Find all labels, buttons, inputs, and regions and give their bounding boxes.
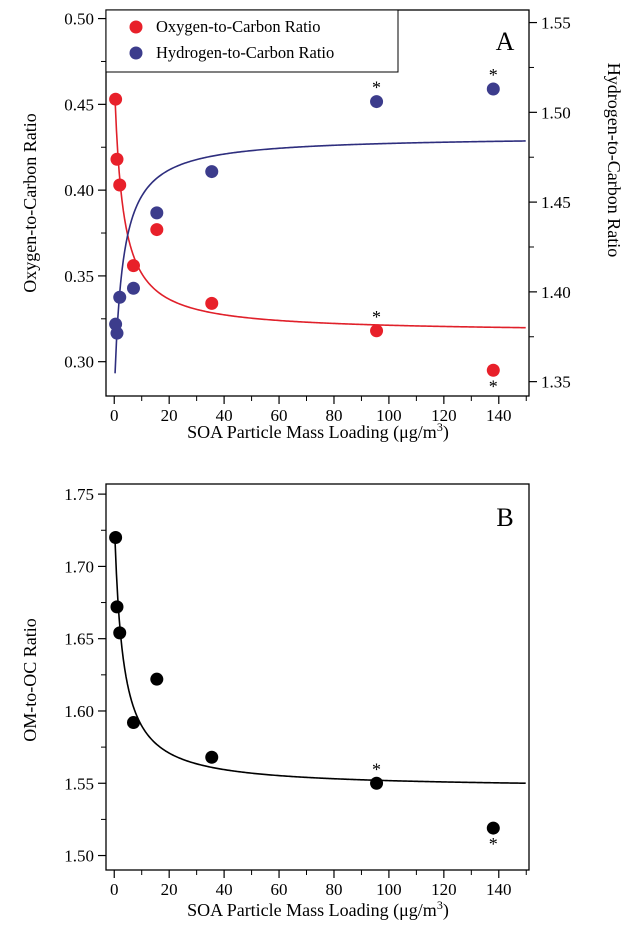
panel-a-y2-axis-title: Hydrogen-to-Carbon Ratio xyxy=(604,63,624,257)
om-oc-data-point xyxy=(126,716,140,730)
x-tick-label: 140 xyxy=(486,406,512,425)
y-tick-label: 0.30 xyxy=(64,353,94,372)
hydrogen-data-point xyxy=(205,165,219,179)
x-tick-label: 120 xyxy=(431,880,457,899)
y-tick-label: 0.45 xyxy=(64,95,94,114)
x-tick-label: 0 xyxy=(110,880,119,899)
y-tick-label: 1.50 xyxy=(64,847,94,866)
significance-marker: * xyxy=(489,65,498,85)
om-oc-data-point xyxy=(150,672,164,686)
hydrogen-data-point xyxy=(370,95,384,109)
significance-marker: * xyxy=(372,759,381,779)
x-tick-label: 60 xyxy=(271,880,288,899)
hydrogen-data-point xyxy=(126,281,140,295)
oxygen-fit-curve xyxy=(114,99,526,329)
y2-tick-label: 1.50 xyxy=(541,103,571,122)
om-oc-data-point xyxy=(486,821,500,835)
y-tick-label: 1.65 xyxy=(64,630,94,649)
x-tick-label: 100 xyxy=(376,880,402,899)
panel-b-points: ** xyxy=(109,530,500,854)
y-tick-label: 1.70 xyxy=(64,557,94,576)
om-oc-data-point xyxy=(370,776,384,790)
x-tick-label: 120 xyxy=(431,406,457,425)
legend-label-hydrogen: Hydrogen-to-Carbon Ratio xyxy=(156,43,334,62)
y-tick-label: 1.60 xyxy=(64,702,94,721)
hydrogen-fit-curve xyxy=(114,140,526,374)
significance-marker: * xyxy=(372,78,381,98)
x-tick-label: 80 xyxy=(325,406,342,425)
y-tick-label: 1.55 xyxy=(64,774,94,793)
x-tick-label: 20 xyxy=(161,406,178,425)
panel-a-label: A xyxy=(496,27,515,56)
panel-b-y-axis-title: OM-to-OC Ratio xyxy=(20,618,40,742)
x-tick-label: 40 xyxy=(216,406,233,425)
panel-b-x-axis-title: SOA Particle Mass Loading (μg/m3) xyxy=(187,898,449,921)
y-tick-label: 0.40 xyxy=(64,181,94,200)
panel-b-frame xyxy=(105,483,530,871)
y2-tick-label: 1.35 xyxy=(541,373,571,392)
panel-a-axes: 0 20 40 60 80 100 120 140 0.30 0.35 0.40 0.45 0.50 1.… xyxy=(64,10,571,425)
hydrogen-data-point xyxy=(113,290,127,304)
y-tick-label: 1.75 xyxy=(64,485,94,504)
panel-b-axes: 0 20 40 60 80 100 120 140 1.50 1.55 1.60 1.65 1.70 1.… xyxy=(64,485,527,899)
panel-a-x-axis-title: SOA Particle Mass Loading (μg/m3) xyxy=(187,420,449,443)
om-oc-data-point xyxy=(113,626,127,640)
oxygen-data-point xyxy=(205,296,219,310)
legend-swatch-oxygen xyxy=(129,20,143,34)
hydrogen-data-point xyxy=(110,326,124,340)
panel-b-label: B xyxy=(496,503,513,532)
oxygen-data-point xyxy=(370,324,384,338)
oxygen-data-point xyxy=(110,152,124,166)
x-tick-label: 100 xyxy=(376,406,402,425)
oxygen-data-point xyxy=(109,92,123,106)
y2-tick-label: 1.55 xyxy=(541,14,571,33)
hydrogen-data-point xyxy=(486,82,500,96)
panel-a-fit-curves xyxy=(114,99,526,374)
x-tick-label: 80 xyxy=(325,880,342,899)
oxygen-data-point xyxy=(150,223,164,237)
om-oc-data-point xyxy=(110,600,124,614)
x-tick-label: 20 xyxy=(161,880,178,899)
y2-tick-label: 1.40 xyxy=(541,283,571,302)
om-oc-data-point xyxy=(109,530,123,544)
om-oc-fit-curve xyxy=(114,541,526,785)
panel-b: 0 20 40 60 80 100 120 140 1.50 1.55 1.60 1.65 1.70 1.… xyxy=(20,483,530,921)
y-tick-label: 0.50 xyxy=(64,10,94,29)
x-tick-label: 60 xyxy=(271,406,288,425)
y2-tick-label: 1.45 xyxy=(541,193,571,212)
oxygen-data-point xyxy=(113,178,127,192)
hydrogen-data-point xyxy=(150,206,164,220)
x-tick-label: 40 xyxy=(216,880,233,899)
y-tick-label: 0.35 xyxy=(64,267,94,286)
panel-a-y-axis-title: Oxygen-to-Carbon Ratio xyxy=(20,113,40,292)
panel-b-fit-curves xyxy=(114,541,526,785)
significance-marker: * xyxy=(489,834,498,854)
oxygen-data-point xyxy=(486,363,500,377)
om-oc-data-point xyxy=(205,750,219,764)
legend-label-oxygen: Oxygen-to-Carbon Ratio xyxy=(156,17,321,36)
oxygen-data-point xyxy=(126,259,140,273)
legend-swatch-hydrogen xyxy=(129,46,143,60)
significance-marker: * xyxy=(372,307,381,327)
panel-a: 0 20 40 60 80 100 120 140 0.30 0.35 0.40 0.45 0.50 1.… xyxy=(20,9,624,443)
panel-a-points: * * * * xyxy=(109,65,500,396)
x-tick-label: 140 xyxy=(486,880,512,899)
significance-marker: * xyxy=(489,376,498,396)
legend-box xyxy=(105,9,399,73)
x-tick-label: 0 xyxy=(110,406,119,425)
legend: Oxygen-to-Carbon Ratio Hydrogen-to-Carbo… xyxy=(105,9,399,73)
